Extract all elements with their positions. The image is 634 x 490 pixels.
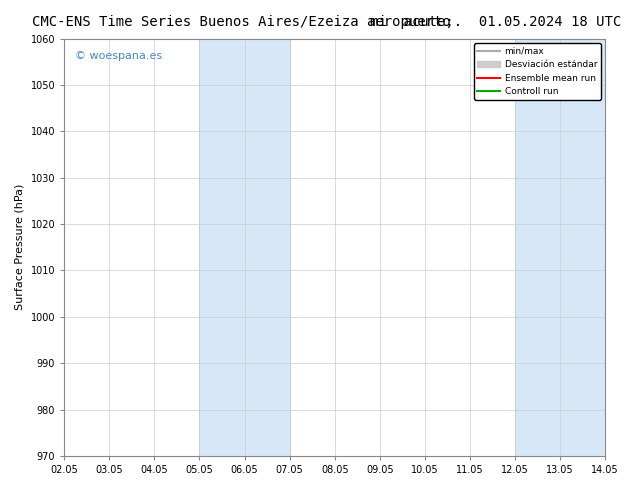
Bar bbox=[515, 39, 605, 456]
Bar bbox=[200, 39, 290, 456]
Y-axis label: Surface Pressure (hPa): Surface Pressure (hPa) bbox=[15, 184, 25, 311]
Legend: min/max, Desviación estándar, Ensemble mean run, Controll run: min/max, Desviación estándar, Ensemble m… bbox=[474, 43, 600, 100]
Text: CMC-ENS Time Series Buenos Aires/Ezeiza aeropuerto: CMC-ENS Time Series Buenos Aires/Ezeiza … bbox=[32, 15, 450, 29]
Text: mi  acute;.  01.05.2024 18 UTC: mi acute;. 01.05.2024 18 UTC bbox=[370, 15, 621, 29]
Text: © woespana.es: © woespana.es bbox=[75, 51, 162, 61]
